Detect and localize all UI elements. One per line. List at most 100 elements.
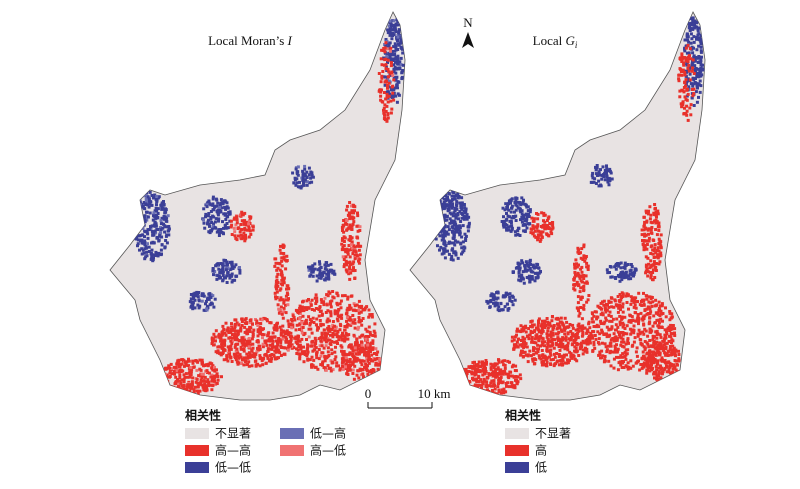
map-cell	[153, 220, 157, 224]
map-cell	[452, 241, 456, 245]
map-cell	[496, 366, 500, 370]
map-cell	[587, 320, 591, 324]
map-cell	[225, 205, 229, 209]
map-cell	[350, 228, 354, 231]
map-cell	[357, 316, 361, 319]
map-cell	[627, 320, 631, 324]
map-cell	[600, 330, 604, 334]
map-cell	[279, 354, 283, 357]
map-cell	[294, 340, 298, 344]
map-cell	[166, 225, 170, 229]
map-cell	[167, 229, 171, 233]
map-cell	[497, 360, 501, 364]
map-cell	[394, 46, 398, 50]
map-cell	[530, 277, 534, 281]
map-cell	[543, 321, 546, 325]
map-cell	[654, 321, 657, 325]
map-cell	[571, 326, 575, 330]
map-cell	[604, 316, 608, 320]
map-cell	[387, 51, 391, 55]
map-cell	[383, 80, 387, 84]
map-cell	[454, 194, 458, 198]
map-cell	[559, 342, 563, 346]
map-cell	[643, 340, 647, 343]
map-cell	[528, 208, 532, 212]
map-cell	[356, 214, 360, 218]
map-cell	[290, 318, 294, 321]
map-cell	[692, 78, 696, 82]
map-cell	[491, 296, 495, 300]
map-cell	[384, 63, 388, 67]
map-cell	[568, 350, 572, 354]
map-cell	[380, 76, 384, 80]
map-cell	[551, 328, 555, 331]
map-cell	[687, 69, 691, 73]
map-cell	[313, 342, 317, 345]
map-cell	[642, 298, 646, 302]
map-cell	[209, 217, 213, 221]
map-cell	[648, 312, 652, 316]
map-cell	[536, 323, 540, 327]
map-cell	[186, 385, 190, 389]
map-cell	[500, 360, 504, 364]
map-cell	[217, 228, 221, 232]
map-cell	[686, 66, 690, 70]
map-cell	[311, 175, 315, 179]
map-cell	[346, 213, 350, 217]
map-cell	[281, 316, 285, 320]
map-cell	[436, 213, 440, 217]
map-cell	[368, 342, 372, 346]
map-cell	[313, 348, 317, 352]
map-cell	[275, 282, 279, 286]
map-cell	[686, 57, 690, 61]
map-cell	[216, 351, 220, 355]
map-cell	[397, 93, 401, 97]
map-cell	[207, 380, 211, 384]
map-cell	[188, 385, 192, 389]
map-cell	[351, 353, 355, 357]
map-cell	[274, 345, 278, 349]
map-cell	[639, 363, 643, 366]
map-cell	[595, 174, 599, 177]
map-cell	[329, 369, 333, 373]
map-cell	[343, 335, 347, 339]
map-cell	[640, 298, 644, 302]
map-cell	[382, 106, 386, 110]
map-cell	[318, 260, 321, 264]
map-cell	[198, 358, 202, 362]
map-cell	[637, 328, 641, 332]
map-cell	[585, 342, 589, 345]
map-cell	[433, 225, 437, 229]
map-cell	[280, 278, 284, 282]
map-cell	[599, 321, 603, 325]
map-cell	[145, 218, 149, 222]
map-cell	[598, 173, 602, 177]
map-cell	[150, 254, 154, 258]
map-cell	[351, 246, 355, 250]
map-cell	[364, 378, 368, 382]
map-cell	[258, 344, 262, 348]
map-cell	[631, 299, 635, 303]
map-cell	[596, 315, 600, 319]
map-cell	[388, 19, 392, 23]
map-cell	[160, 203, 163, 207]
map-cell	[153, 215, 157, 219]
map-cell	[651, 338, 655, 342]
map-cell	[481, 360, 484, 364]
map-cell	[643, 327, 647, 331]
map-cell	[238, 266, 241, 269]
map-cell	[296, 352, 300, 356]
map-cell	[460, 216, 464, 220]
map-cell	[220, 333, 224, 337]
map-cell	[520, 196, 524, 200]
map-cell	[484, 366, 487, 370]
map-cell	[357, 299, 361, 303]
map-cell	[223, 199, 226, 203]
map-cell	[454, 222, 458, 226]
map-cell	[338, 322, 342, 326]
map-cell	[577, 314, 581, 318]
map-cell	[632, 331, 636, 335]
map-cell	[387, 43, 391, 47]
map-cell	[631, 319, 635, 322]
map-cell	[275, 268, 279, 272]
